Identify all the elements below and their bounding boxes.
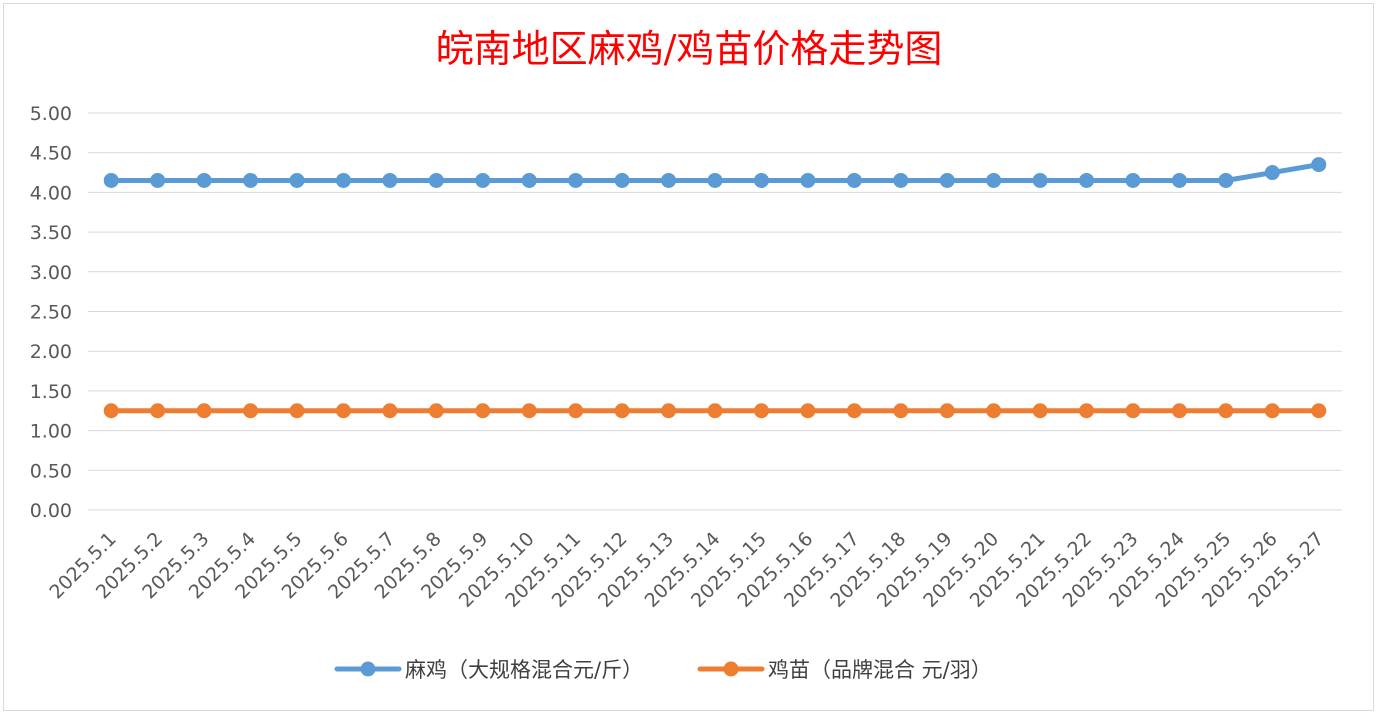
data-point <box>428 403 444 419</box>
legend: 麻鸡（大规格混合元/斤） 鸡苗（品牌混合 元/羽） <box>334 658 992 682</box>
data-point <box>428 172 444 188</box>
legend-swatch-marker <box>723 661 739 677</box>
y-tick-label: 1.00 <box>30 421 72 443</box>
y-tick-label: 1.50 <box>30 381 72 403</box>
data-point <box>150 403 166 419</box>
legend-label: 麻鸡（大规格混合元/斤） <box>405 658 643 682</box>
data-point <box>1171 403 1187 419</box>
data-point <box>103 403 119 419</box>
series-2 <box>103 403 1327 419</box>
data-point <box>243 172 259 188</box>
data-point <box>753 172 769 188</box>
data-point <box>707 172 723 188</box>
data-point <box>846 172 862 188</box>
chart-frame <box>3 3 1374 711</box>
data-point <box>1032 403 1048 419</box>
data-point <box>335 403 351 419</box>
data-point <box>939 403 955 419</box>
data-point <box>986 172 1002 188</box>
chart-title: 皖南地区麻鸡/鸡苗价格走势图 <box>436 27 943 71</box>
data-point <box>939 172 955 188</box>
data-point <box>243 403 259 419</box>
data-point <box>800 172 816 188</box>
x-axis-ticks: 2025.5.12025.5.22025.5.32025.5.42025.5.5… <box>45 528 1328 612</box>
data-point <box>1171 172 1187 188</box>
data-point <box>893 403 909 419</box>
data-point <box>335 172 351 188</box>
data-point <box>289 403 305 419</box>
data-point <box>568 403 584 419</box>
y-tick-label: 5.00 <box>30 103 72 125</box>
data-point <box>1125 172 1141 188</box>
data-point <box>1125 403 1141 419</box>
data-point <box>382 172 398 188</box>
data-point <box>521 172 537 188</box>
data-point <box>1311 157 1327 173</box>
data-point <box>475 403 491 419</box>
data-point <box>661 172 677 188</box>
data-point <box>103 172 119 188</box>
y-tick-label: 3.00 <box>30 262 72 284</box>
legend-swatch-marker <box>360 661 376 677</box>
data-point <box>893 172 909 188</box>
data-point <box>614 172 630 188</box>
data-point <box>986 403 1002 419</box>
data-point <box>753 403 769 419</box>
legend-label: 鸡苗（品牌混合 元/羽） <box>768 658 992 682</box>
y-axis-ticks: 0.00 0.50 1.00 1.50 2.00 2.50 3.00 3.50 4.00 4.50… <box>30 103 72 522</box>
y-tick-label: 0.50 <box>30 460 72 482</box>
data-point <box>1264 403 1280 419</box>
data-point <box>196 172 212 188</box>
data-point <box>800 403 816 419</box>
data-point <box>1218 172 1234 188</box>
data-point <box>707 403 723 419</box>
data-point <box>289 172 305 188</box>
data-point <box>1311 403 1327 419</box>
y-tick-label: 2.00 <box>30 341 72 363</box>
data-point <box>1264 165 1280 181</box>
data-point <box>1079 172 1095 188</box>
series-layer <box>103 157 1327 419</box>
data-point <box>661 403 677 419</box>
y-tick-label: 0.00 <box>30 500 72 522</box>
data-point <box>196 403 212 419</box>
y-tick-label: 3.50 <box>30 222 72 244</box>
data-point <box>1079 403 1095 419</box>
y-tick-label: 4.50 <box>30 143 72 165</box>
data-point <box>846 403 862 419</box>
data-point <box>521 403 537 419</box>
y-tick-label: 2.50 <box>30 302 72 324</box>
gridlines <box>88 112 1342 511</box>
data-point <box>1218 403 1234 419</box>
data-point <box>150 172 166 188</box>
data-point <box>568 172 584 188</box>
data-point <box>475 172 491 188</box>
data-point <box>382 403 398 419</box>
data-point <box>1032 172 1048 188</box>
y-tick-label: 4.00 <box>30 182 72 204</box>
data-point <box>614 403 630 419</box>
series-1 <box>103 157 1327 188</box>
